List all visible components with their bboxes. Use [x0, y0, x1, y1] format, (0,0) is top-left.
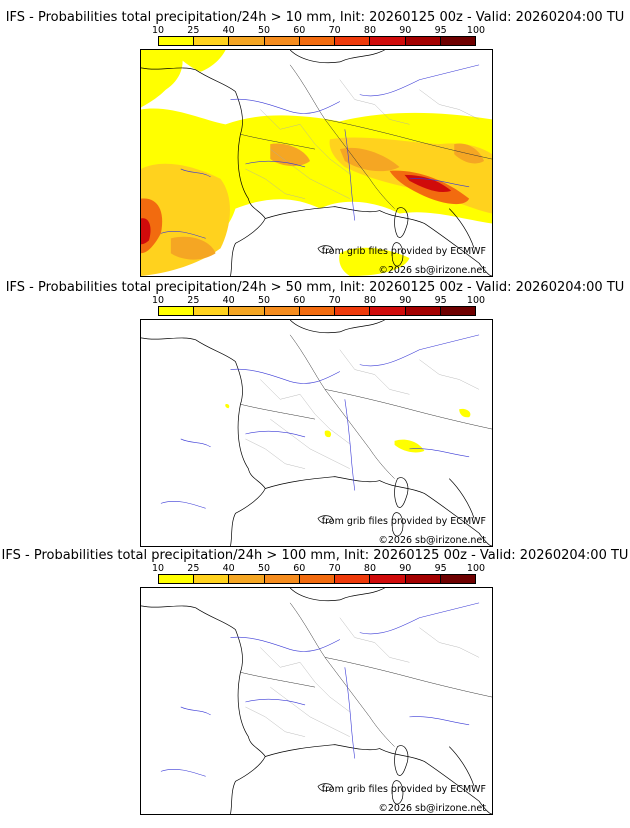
borders — [240, 334, 492, 479]
colorbar-segment — [370, 37, 406, 45]
colorbar-tick: 60 — [293, 25, 306, 36]
map-graphic — [141, 588, 492, 814]
coastlines — [141, 320, 492, 546]
colorbar-segment — [405, 37, 441, 45]
colorbar-segment — [335, 37, 371, 45]
colorbar-segment — [370, 575, 406, 583]
colorbar-tick: 80 — [363, 295, 377, 306]
colorbar-segment — [264, 575, 300, 583]
panel-title: IFS - Probabilities total precipitation/… — [5, 280, 625, 295]
colorbar-segment — [299, 307, 336, 315]
colorbar-segment — [194, 575, 230, 583]
colorbar-segment — [264, 37, 300, 45]
rivers — [160, 602, 480, 777]
regional-borders — [245, 349, 480, 469]
colorbar-tick: 90 — [399, 25, 412, 36]
credit-source: from grib files provided by ECMWF — [321, 516, 486, 527]
colorbar-segment — [440, 37, 475, 45]
rivers — [160, 64, 480, 239]
map-graphic — [141, 50, 492, 276]
colorbar-tick: 40 — [222, 563, 235, 574]
credit-source: from grib files provided by ECMWF — [321, 784, 486, 795]
colorbar-segment — [159, 37, 195, 45]
colorbar-tick: 50 — [257, 295, 271, 306]
colorbar-tick: 100 — [466, 295, 486, 306]
colorbar-segment — [159, 575, 195, 583]
borders — [240, 602, 492, 747]
colorbar-tick: 95 — [434, 25, 447, 36]
colorbar-tick: 10 — [151, 563, 165, 574]
colorbar-tick: 25 — [187, 25, 200, 36]
colorbar-tick: 60 — [293, 295, 306, 306]
colorbar-segment — [229, 307, 265, 315]
credit-copyright: ©2026 sb@irizone.net — [378, 535, 486, 546]
panel-title: IFS - Probabilities total precipitation/… — [1, 548, 629, 563]
colorbar-segment — [405, 307, 441, 315]
regional-borders — [245, 79, 480, 199]
colorbar-tick: 50 — [257, 563, 271, 574]
colorbar-segment — [440, 575, 475, 583]
colorbar-tick: 25 — [187, 295, 200, 306]
colorbar-tick: 10 — [151, 295, 165, 306]
colorbar-segment — [264, 307, 300, 315]
colorbar-segment — [159, 307, 195, 315]
colorbar-tick: 100 — [466, 563, 486, 574]
colorbar-ticks: 10 25 40 50 60 70 80 90 95 100 — [152, 25, 485, 36]
colorbar-segment — [194, 37, 230, 45]
colorbar-segment — [405, 575, 441, 583]
colorbar-tick: 95 — [434, 295, 447, 306]
colorbar-tick: 40 — [222, 25, 235, 36]
colorbar — [158, 36, 476, 46]
colorbar-tick: 70 — [328, 563, 341, 574]
colorbar-tick: 50 — [257, 25, 271, 36]
colorbar-tick: 90 — [399, 295, 412, 306]
colorbar-segment — [229, 575, 265, 583]
panel-title: IFS - Probabilities total precipitation/… — [5, 10, 625, 25]
colorbar-ticks: 10 25 40 50 60 70 80 90 95 100 — [152, 563, 485, 574]
map-graphic — [141, 320, 492, 546]
colorbar-segment — [335, 307, 371, 315]
colorbar-segment — [299, 575, 336, 583]
forecast-map: from grib files provided by ECMWF ©2026 … — [140, 49, 493, 277]
colorbar-tick: 40 — [222, 295, 235, 306]
rivers — [160, 334, 480, 509]
panel-100mm: IFS - Probabilities total precipitation/… — [0, 538, 630, 815]
colorbar-segment — [440, 307, 475, 315]
precip-field — [141, 50, 492, 276]
borders — [240, 64, 492, 209]
colorbar — [158, 574, 476, 584]
panel-50mm: IFS - Probabilities total precipitation/… — [0, 270, 630, 547]
colorbar-segment — [335, 575, 371, 583]
colorbar-tick: 100 — [466, 25, 486, 36]
colorbar-tick: 60 — [293, 563, 306, 574]
colorbar-tick: 80 — [363, 25, 377, 36]
credit-copyright: ©2026 sb@irizone.net — [378, 265, 486, 276]
colorbar-tick: 25 — [187, 563, 200, 574]
colorbar-tick: 90 — [399, 563, 412, 574]
regional-borders — [245, 617, 480, 737]
colorbar-segment — [229, 37, 265, 45]
colorbar-tick: 80 — [363, 563, 377, 574]
colorbar — [158, 306, 476, 316]
colorbar-tick: 70 — [328, 295, 341, 306]
colorbar-tick: 95 — [434, 563, 447, 574]
colorbar-tick: 70 — [328, 25, 341, 36]
forecast-map: from grib files provided by ECMWF ©2026 … — [140, 319, 493, 547]
panel-10mm: IFS - Probabilities total precipitation/… — [0, 0, 630, 277]
forecast-map: from grib files provided by ECMWF ©2026 … — [140, 587, 493, 815]
coastlines — [141, 588, 492, 814]
colorbar-segment — [370, 307, 406, 315]
colorbar-tick: 10 — [151, 25, 165, 36]
coastlines — [141, 50, 492, 276]
precip-field — [225, 404, 471, 453]
credit-source: from grib files provided by ECMWF — [321, 246, 486, 257]
colorbar-ticks: 10 25 40 50 60 70 80 90 95 100 — [152, 295, 485, 306]
colorbar-segment — [299, 37, 336, 45]
colorbar-segment — [194, 307, 230, 315]
credit-copyright: ©2026 sb@irizone.net — [378, 803, 486, 814]
